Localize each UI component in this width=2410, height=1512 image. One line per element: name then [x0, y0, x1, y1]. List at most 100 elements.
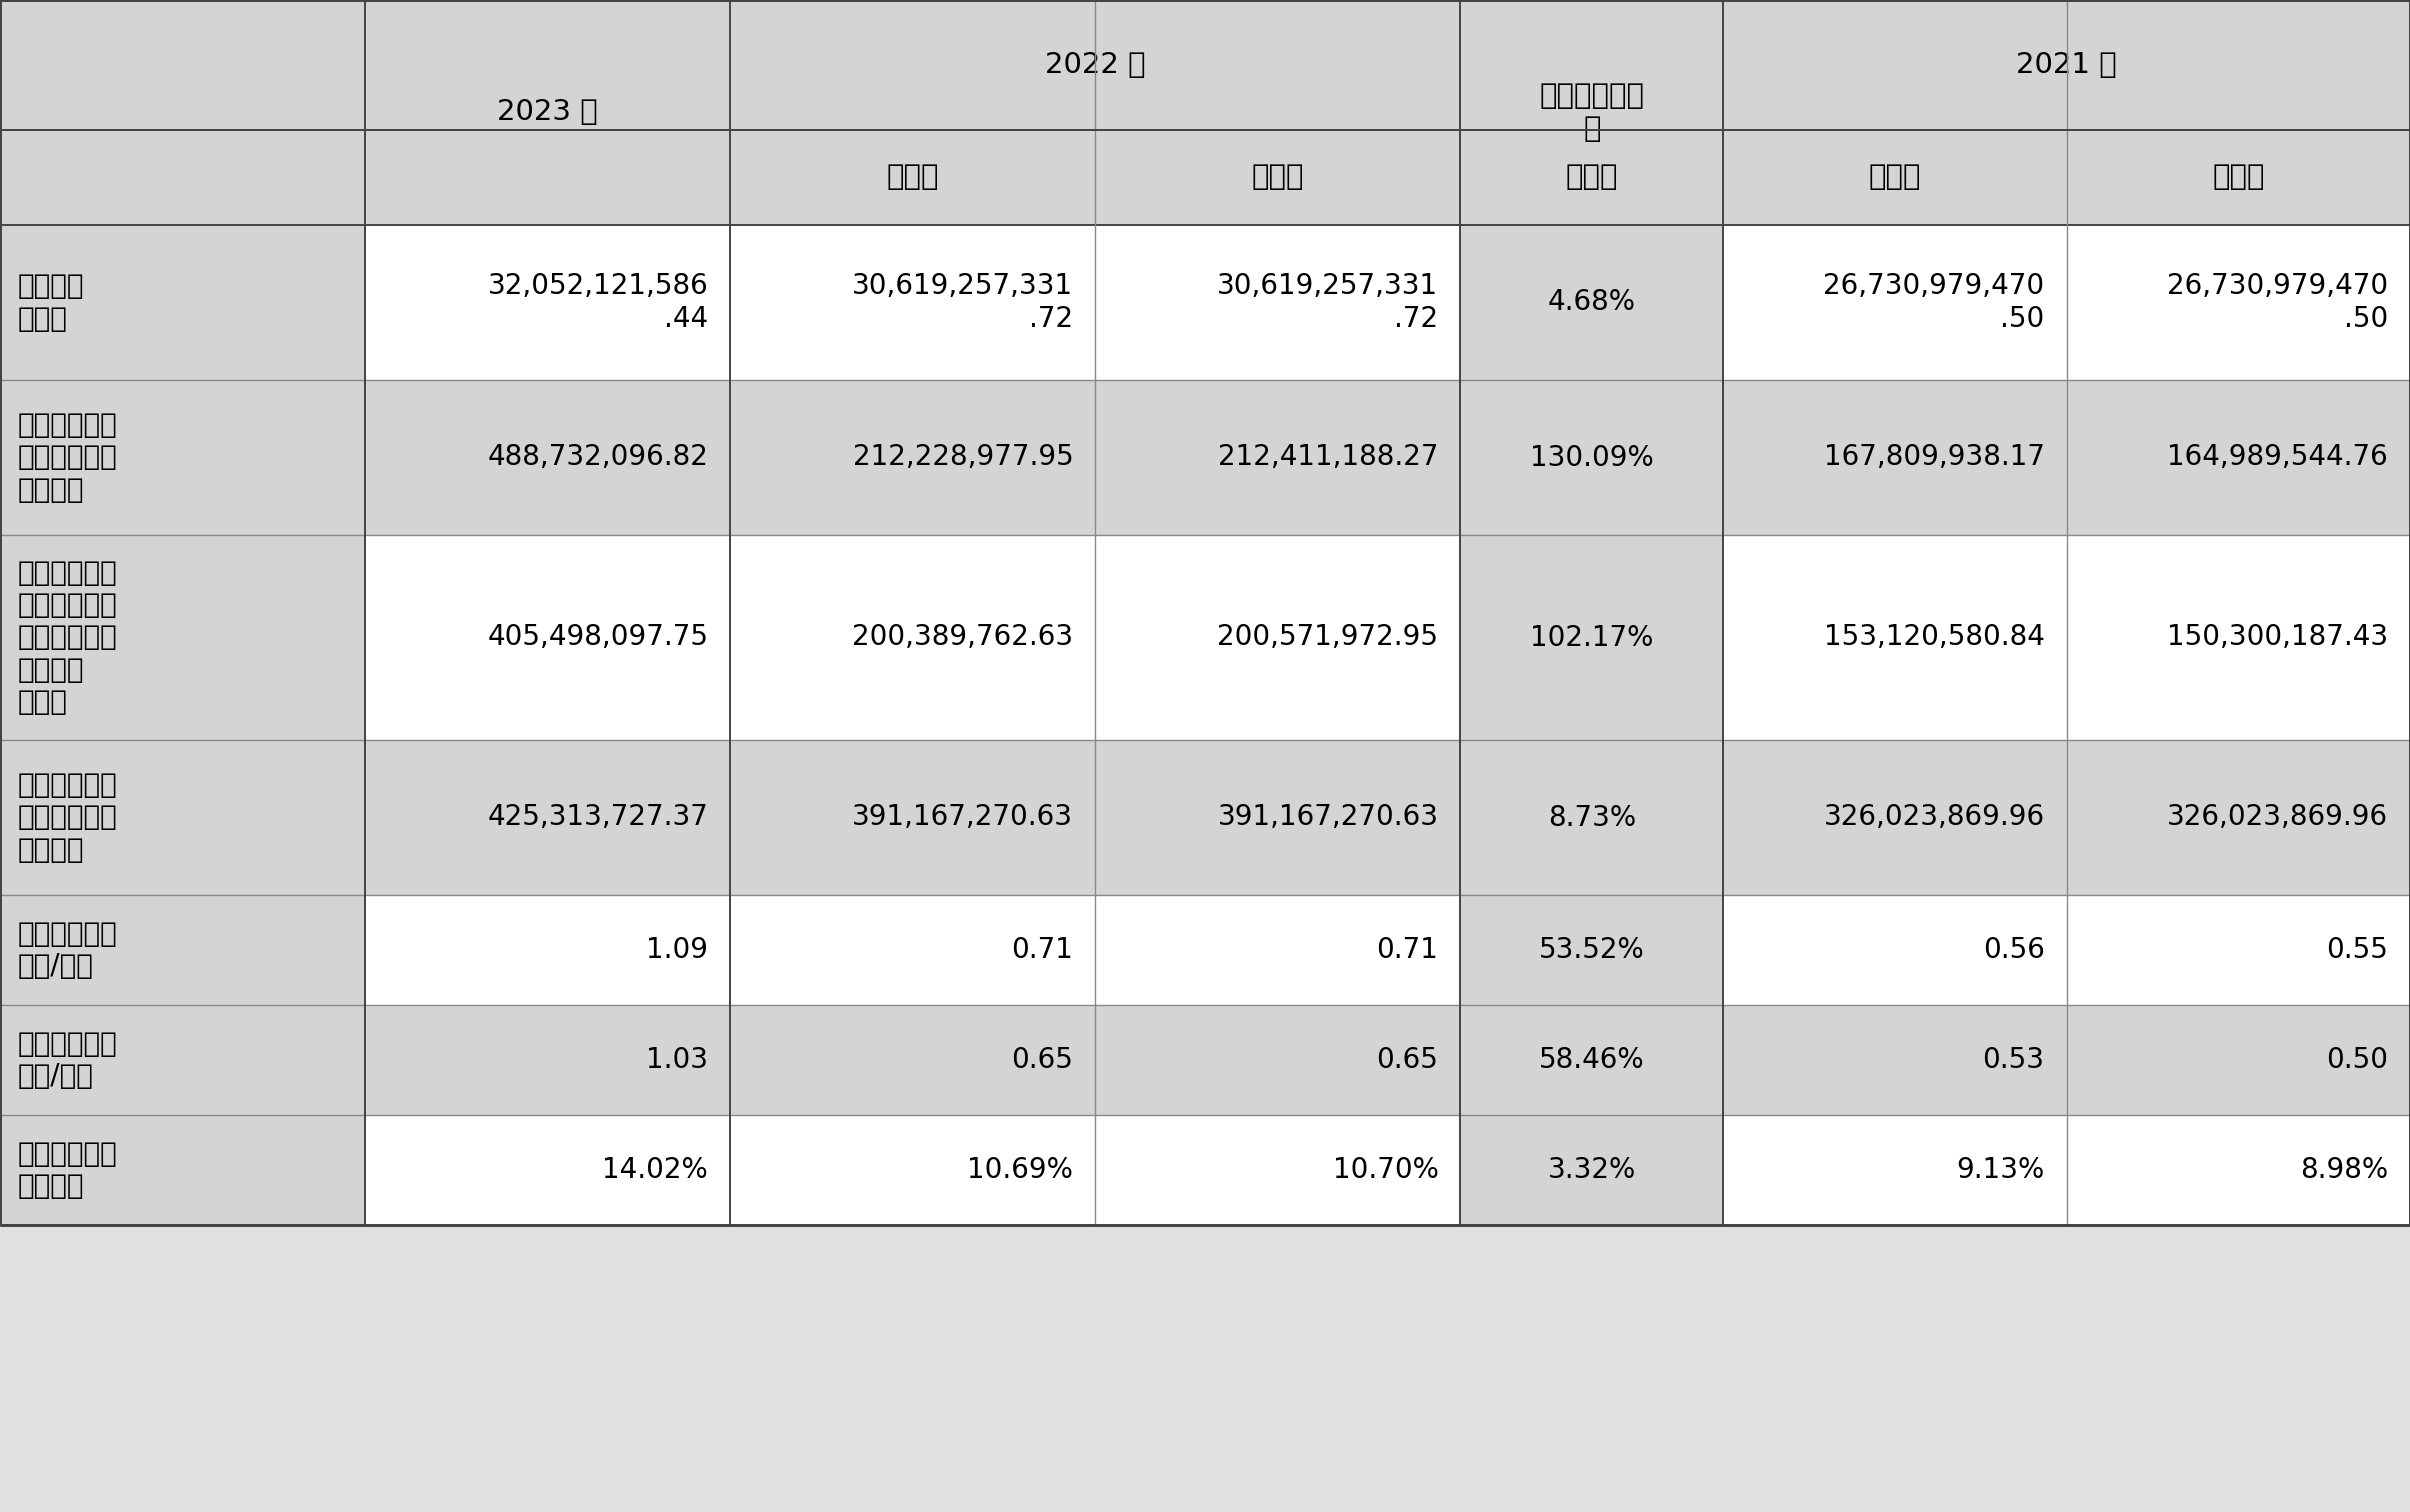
Bar: [2065, 739, 2410, 895]
Bar: [730, 1005, 1094, 1114]
Text: 加权平均净资
产收益率: 加权平均净资 产收益率: [17, 1140, 118, 1201]
Text: 2021 年: 2021 年: [2017, 51, 2116, 79]
Bar: [1460, 380, 1723, 535]
Bar: [366, 1114, 730, 1225]
Text: 326,023,869.96: 326,023,869.96: [1824, 803, 2044, 832]
Text: 营业收入
（元）: 营业收入 （元）: [17, 272, 84, 333]
Text: 稀释每股收益
（元/股）: 稀释每股收益 （元/股）: [17, 1030, 118, 1090]
Bar: [730, 380, 1094, 535]
Bar: [366, 895, 730, 1005]
Text: 391,167,270.63: 391,167,270.63: [1217, 803, 1439, 832]
Text: 32,052,121,586
.44: 32,052,121,586 .44: [487, 272, 709, 333]
Bar: [366, 739, 730, 895]
Text: 0.55: 0.55: [2326, 936, 2388, 965]
Bar: [366, 535, 730, 739]
Text: 405,498,097.75: 405,498,097.75: [487, 623, 709, 652]
Bar: [1094, 380, 1460, 535]
Text: 425,313,727.37: 425,313,727.37: [487, 803, 709, 832]
Bar: [1723, 380, 2065, 535]
Bar: [1460, 0, 1723, 225]
Text: 10.70%: 10.70%: [1333, 1157, 1439, 1184]
Text: 3.32%: 3.32%: [1547, 1157, 1636, 1184]
Text: 212,228,977.95: 212,228,977.95: [853, 443, 1072, 472]
Text: 0.71: 0.71: [1012, 936, 1072, 965]
Bar: [1723, 1005, 2065, 1114]
Text: 调整后: 调整后: [2212, 163, 2265, 192]
Text: 4.68%: 4.68%: [1547, 289, 1636, 316]
Text: 150,300,187.43: 150,300,187.43: [2167, 623, 2388, 652]
Text: 0.56: 0.56: [1983, 936, 2044, 965]
Text: 2022 年: 2022 年: [1046, 51, 1145, 79]
Bar: [1460, 1005, 1723, 1114]
Text: 0.53: 0.53: [1983, 1046, 2044, 1074]
Bar: [0, 225, 366, 380]
Bar: [1094, 130, 1460, 225]
Text: 本年比上年增
减: 本年比上年增 减: [1540, 82, 1644, 142]
Bar: [2065, 225, 2410, 380]
Bar: [730, 130, 1094, 225]
Bar: [1723, 0, 2410, 130]
Text: 经营活动产生
的现金流量净
额（元）: 经营活动产生 的现金流量净 额（元）: [17, 771, 118, 863]
Bar: [2065, 895, 2410, 1005]
Bar: [0, 1005, 366, 1114]
Bar: [730, 0, 1460, 130]
Text: 9.13%: 9.13%: [1957, 1157, 2044, 1184]
Text: 1.03: 1.03: [646, 1046, 709, 1074]
Bar: [1094, 739, 1460, 895]
Bar: [1094, 895, 1460, 1005]
Text: 26,730,979,470
.50: 26,730,979,470 .50: [1824, 272, 2044, 333]
Text: 26,730,979,470
.50: 26,730,979,470 .50: [2167, 272, 2388, 333]
Bar: [1094, 1005, 1460, 1114]
Bar: [1094, 535, 1460, 739]
Bar: [2065, 0, 2068, 130]
Text: 102.17%: 102.17%: [1530, 623, 1653, 652]
Bar: [1723, 225, 2065, 380]
Bar: [1723, 739, 2065, 895]
Text: 2023 年: 2023 年: [496, 98, 598, 127]
Bar: [0, 380, 366, 535]
Bar: [1723, 1114, 2065, 1225]
Text: 212,411,188.27: 212,411,188.27: [1217, 443, 1439, 472]
Text: 164,989,544.76: 164,989,544.76: [2167, 443, 2388, 472]
Text: 326,023,869.96: 326,023,869.96: [2167, 803, 2388, 832]
Bar: [1723, 895, 2065, 1005]
Bar: [366, 1005, 730, 1114]
Text: 391,167,270.63: 391,167,270.63: [853, 803, 1072, 832]
Bar: [730, 739, 1094, 895]
Bar: [1460, 535, 1723, 739]
Bar: [1460, 895, 1723, 1005]
Bar: [366, 0, 730, 225]
Bar: [0, 1114, 366, 1225]
Bar: [0, 0, 366, 225]
Bar: [1460, 130, 1723, 225]
Bar: [730, 895, 1094, 1005]
Text: 调整后: 调整后: [1566, 163, 1617, 192]
Text: 14.02%: 14.02%: [602, 1157, 709, 1184]
Bar: [0, 895, 366, 1005]
Bar: [1094, 0, 1097, 130]
Text: 归属于上市公
司股东的净利
润（元）: 归属于上市公 司股东的净利 润（元）: [17, 411, 118, 503]
Text: 53.52%: 53.52%: [1540, 936, 1644, 965]
Bar: [1723, 535, 2065, 739]
Text: 153,120,580.84: 153,120,580.84: [1824, 623, 2044, 652]
Bar: [1723, 130, 2065, 225]
Text: 130.09%: 130.09%: [1530, 443, 1653, 472]
Bar: [1094, 1114, 1460, 1225]
Text: 归属于上市公
司股东的扣除
非经常性损益
的净利润
（元）: 归属于上市公 司股东的扣除 非经常性损益 的净利润 （元）: [17, 559, 118, 717]
Bar: [1460, 1114, 1723, 1225]
Bar: [2065, 1114, 2410, 1225]
Text: 488,732,096.82: 488,732,096.82: [487, 443, 709, 472]
Bar: [0, 739, 366, 895]
Bar: [2065, 535, 2410, 739]
Bar: [366, 225, 730, 380]
Bar: [730, 225, 1094, 380]
Bar: [1460, 225, 1723, 380]
Text: 200,571,972.95: 200,571,972.95: [1217, 623, 1439, 652]
Text: 0.65: 0.65: [1012, 1046, 1072, 1074]
Text: 0.50: 0.50: [2326, 1046, 2388, 1074]
Text: 200,389,762.63: 200,389,762.63: [853, 623, 1072, 652]
Bar: [2065, 380, 2410, 535]
Text: 调整前: 调整前: [887, 163, 940, 192]
Text: 58.46%: 58.46%: [1540, 1046, 1644, 1074]
Text: 1.09: 1.09: [646, 936, 709, 965]
